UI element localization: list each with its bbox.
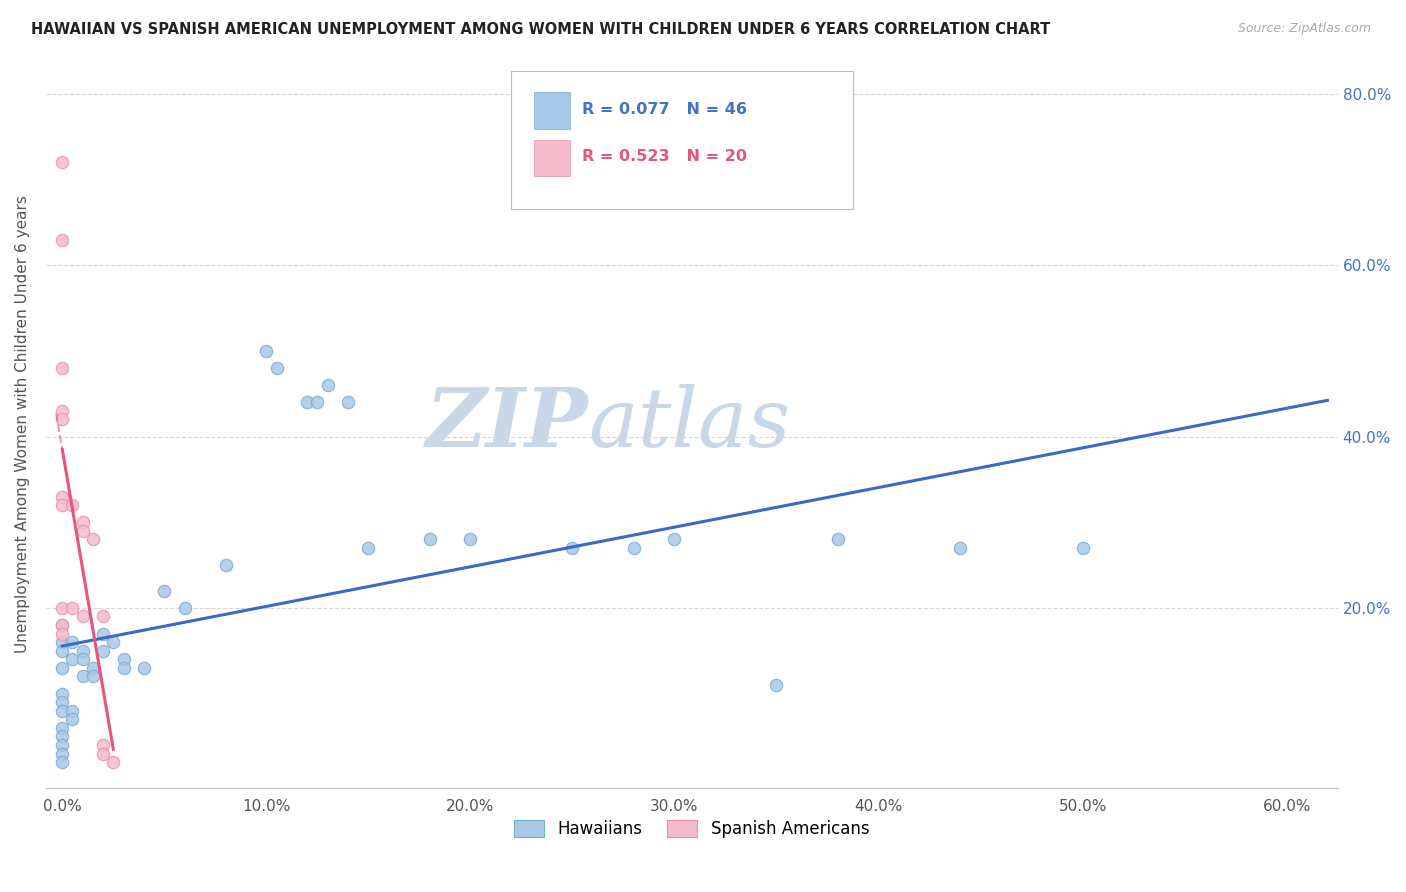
- FancyBboxPatch shape: [510, 70, 853, 209]
- Point: [91, 626, 114, 640]
- Point: [51, 738, 73, 752]
- Point: [51, 601, 73, 615]
- Point: [103, 755, 125, 769]
- Text: Source: ZipAtlas.com: Source: ZipAtlas.com: [1237, 22, 1371, 36]
- Point: [91, 738, 114, 752]
- Point: [91, 644, 114, 658]
- Point: [103, 635, 125, 649]
- FancyBboxPatch shape: [534, 140, 571, 176]
- Point: [82, 661, 104, 675]
- Point: [336, 395, 359, 409]
- Point: [62, 498, 84, 512]
- Point: [51, 361, 73, 376]
- Point: [51, 404, 73, 418]
- Point: [51, 695, 73, 709]
- Point: [664, 533, 686, 547]
- Point: [112, 652, 135, 666]
- Legend: Hawaiians, Spanish Americans: Hawaiians, Spanish Americans: [508, 814, 876, 845]
- Point: [51, 490, 73, 504]
- Point: [357, 541, 380, 555]
- Point: [827, 533, 849, 547]
- Point: [82, 533, 104, 547]
- Point: [91, 609, 114, 624]
- Text: ZIP: ZIP: [426, 384, 589, 464]
- Point: [72, 524, 94, 538]
- Point: [51, 412, 73, 426]
- Point: [173, 601, 195, 615]
- Point: [266, 361, 288, 376]
- Point: [72, 644, 94, 658]
- Text: R = 0.523   N = 20: R = 0.523 N = 20: [582, 149, 747, 164]
- Point: [307, 395, 329, 409]
- Point: [51, 755, 73, 769]
- Point: [419, 533, 441, 547]
- Point: [62, 704, 84, 718]
- Point: [62, 712, 84, 726]
- Point: [949, 541, 972, 555]
- Point: [72, 652, 94, 666]
- Point: [51, 661, 73, 675]
- Point: [316, 378, 339, 392]
- Point: [51, 635, 73, 649]
- Point: [51, 721, 73, 735]
- Point: [132, 661, 155, 675]
- Point: [82, 669, 104, 683]
- Point: [51, 618, 73, 632]
- Text: HAWAIIAN VS SPANISH AMERICAN UNEMPLOYMENT AMONG WOMEN WITH CHILDREN UNDER 6 YEAR: HAWAIIAN VS SPANISH AMERICAN UNEMPLOYMEN…: [31, 22, 1050, 37]
- Point: [91, 747, 114, 761]
- FancyBboxPatch shape: [534, 93, 571, 128]
- Point: [51, 704, 73, 718]
- Y-axis label: Unemployment Among Women with Children Under 6 years: Unemployment Among Women with Children U…: [15, 194, 30, 653]
- Point: [153, 583, 176, 598]
- Point: [51, 618, 73, 632]
- Point: [62, 652, 84, 666]
- Point: [561, 541, 583, 555]
- Point: [295, 395, 318, 409]
- Point: [72, 609, 94, 624]
- Point: [51, 233, 73, 247]
- Point: [51, 644, 73, 658]
- Text: R = 0.077   N = 46: R = 0.077 N = 46: [582, 102, 747, 117]
- Point: [1071, 541, 1094, 555]
- Point: [72, 669, 94, 683]
- Point: [112, 661, 135, 675]
- Point: [51, 155, 73, 169]
- Point: [51, 747, 73, 761]
- Text: atlas: atlas: [589, 384, 790, 464]
- Point: [214, 558, 236, 573]
- Point: [765, 678, 787, 692]
- Point: [460, 533, 482, 547]
- Point: [62, 601, 84, 615]
- Point: [254, 343, 277, 358]
- Point: [72, 515, 94, 529]
- Point: [51, 498, 73, 512]
- Point: [51, 626, 73, 640]
- Point: [51, 730, 73, 744]
- Point: [623, 541, 645, 555]
- Point: [51, 687, 73, 701]
- Point: [62, 635, 84, 649]
